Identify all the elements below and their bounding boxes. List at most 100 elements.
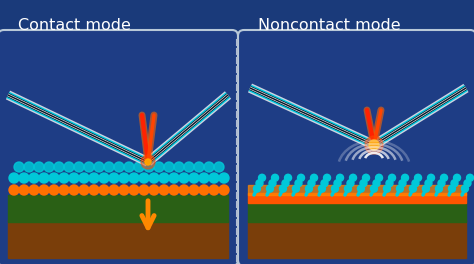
Circle shape	[179, 173, 189, 183]
Circle shape	[9, 173, 19, 183]
Circle shape	[300, 100, 420, 220]
Circle shape	[428, 174, 435, 181]
Circle shape	[464, 180, 471, 187]
Circle shape	[29, 185, 39, 195]
Circle shape	[371, 185, 377, 192]
Circle shape	[466, 174, 474, 181]
Circle shape	[24, 162, 34, 172]
Circle shape	[159, 185, 169, 195]
Circle shape	[44, 162, 54, 172]
Circle shape	[357, 185, 365, 192]
Circle shape	[284, 174, 292, 181]
Circle shape	[373, 180, 380, 187]
Text: Contact mode: Contact mode	[18, 18, 131, 33]
Circle shape	[39, 173, 49, 183]
Circle shape	[269, 180, 276, 187]
Circle shape	[209, 185, 219, 195]
Bar	[8, 220, 228, 258]
Circle shape	[144, 162, 154, 172]
Circle shape	[347, 180, 354, 187]
Circle shape	[94, 162, 104, 172]
Circle shape	[99, 185, 109, 195]
Circle shape	[256, 180, 263, 187]
Circle shape	[266, 185, 273, 192]
Circle shape	[324, 174, 330, 181]
Circle shape	[104, 162, 114, 172]
Circle shape	[360, 180, 367, 187]
Circle shape	[139, 173, 149, 183]
Bar	[8, 195, 228, 222]
Circle shape	[189, 185, 199, 195]
Circle shape	[9, 185, 19, 195]
Bar	[248, 220, 466, 258]
Bar	[248, 200, 466, 222]
Circle shape	[169, 185, 179, 195]
Circle shape	[319, 185, 326, 192]
Circle shape	[345, 185, 351, 192]
Circle shape	[219, 173, 229, 183]
Circle shape	[438, 180, 445, 187]
Circle shape	[79, 173, 89, 183]
Circle shape	[298, 174, 304, 181]
Circle shape	[272, 174, 279, 181]
Circle shape	[209, 173, 219, 183]
Circle shape	[389, 174, 395, 181]
Circle shape	[410, 185, 417, 192]
Circle shape	[199, 173, 209, 183]
Circle shape	[349, 174, 356, 181]
Circle shape	[99, 173, 109, 183]
Circle shape	[169, 173, 179, 183]
Circle shape	[369, 140, 379, 150]
Circle shape	[129, 173, 139, 183]
Circle shape	[14, 162, 24, 172]
Circle shape	[129, 185, 139, 195]
Circle shape	[305, 185, 312, 192]
Circle shape	[134, 162, 144, 172]
Circle shape	[308, 180, 315, 187]
Circle shape	[295, 180, 302, 187]
Circle shape	[280, 185, 286, 192]
Circle shape	[114, 162, 124, 172]
Circle shape	[141, 155, 155, 169]
Circle shape	[386, 180, 393, 187]
Circle shape	[440, 174, 447, 181]
Circle shape	[124, 162, 134, 172]
Circle shape	[59, 185, 69, 195]
Circle shape	[331, 185, 338, 192]
Circle shape	[69, 173, 79, 183]
Circle shape	[214, 162, 224, 172]
Circle shape	[184, 162, 194, 172]
FancyBboxPatch shape	[238, 30, 474, 264]
Circle shape	[401, 174, 409, 181]
Circle shape	[149, 185, 159, 195]
Circle shape	[89, 185, 99, 195]
Circle shape	[19, 185, 29, 195]
Circle shape	[39, 185, 49, 195]
Circle shape	[159, 173, 169, 183]
Circle shape	[109, 173, 119, 183]
Circle shape	[164, 162, 174, 172]
Circle shape	[462, 185, 468, 192]
Circle shape	[385, 165, 455, 235]
Circle shape	[375, 174, 383, 181]
Circle shape	[154, 162, 164, 172]
Circle shape	[84, 162, 94, 172]
Circle shape	[422, 185, 429, 192]
Circle shape	[219, 185, 229, 195]
Circle shape	[399, 180, 406, 187]
Circle shape	[19, 173, 29, 183]
Circle shape	[49, 185, 59, 195]
Circle shape	[204, 162, 214, 172]
Circle shape	[149, 173, 159, 183]
Circle shape	[119, 185, 129, 195]
Circle shape	[425, 180, 432, 187]
Circle shape	[258, 174, 265, 181]
Circle shape	[254, 185, 260, 192]
Circle shape	[365, 136, 383, 154]
Circle shape	[194, 162, 204, 172]
Circle shape	[282, 180, 289, 187]
Circle shape	[310, 174, 318, 181]
Circle shape	[451, 180, 458, 187]
Circle shape	[334, 180, 341, 187]
Circle shape	[89, 173, 99, 183]
